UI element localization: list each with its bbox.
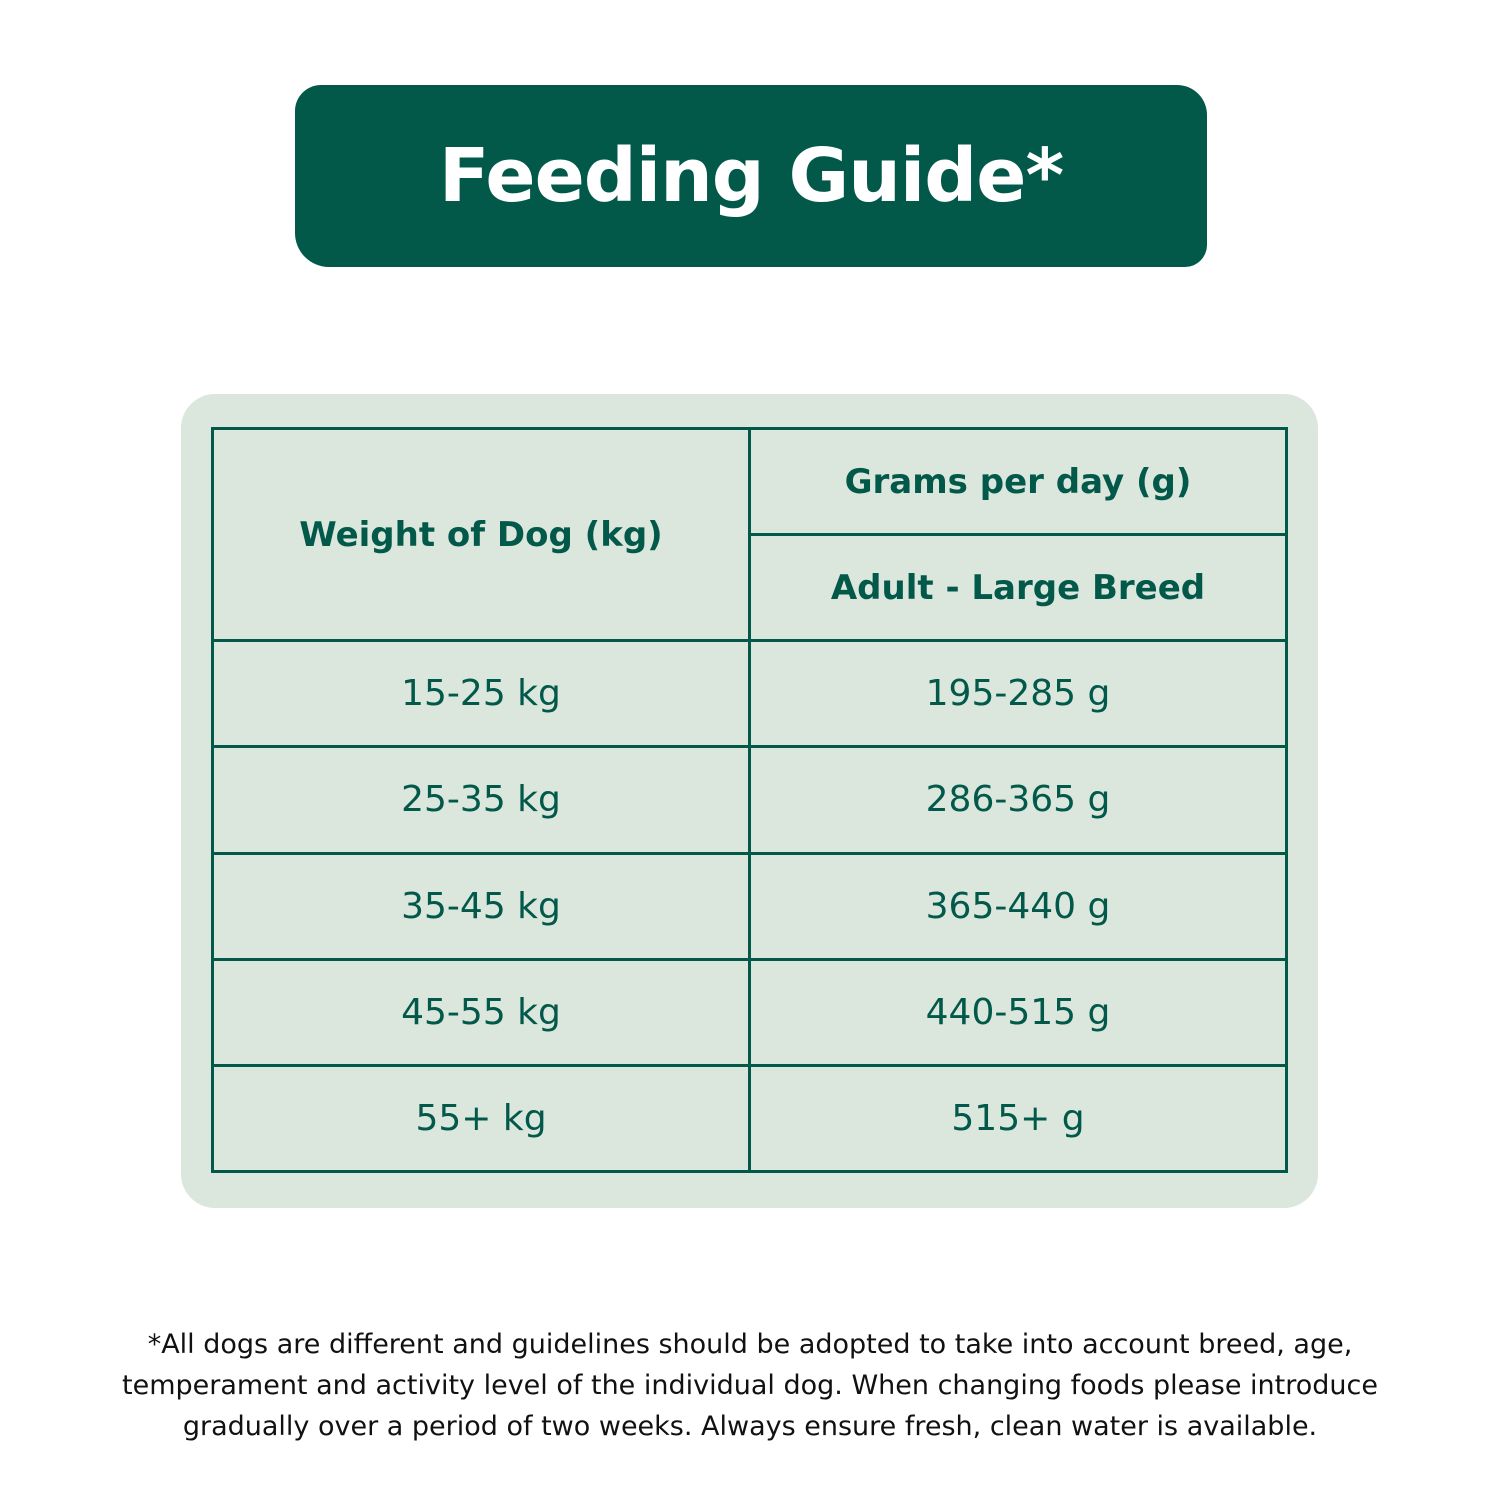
header-breed: Adult - Large Breed <box>748 533 1288 643</box>
weight-cell: 45-55 kg <box>211 957 751 1067</box>
table-row: 25-35 kg 286-365 g <box>211 745 1288 855</box>
weight-cell: 35-45 kg <box>211 851 751 961</box>
header-weight: Weight of Dog (kg) <box>211 426 751 643</box>
weight-cell: 25-35 kg <box>211 745 751 855</box>
grams-cell: 365-440 g <box>748 851 1288 961</box>
page-title: Feeding Guide* <box>438 133 1064 219</box>
header-grams: Grams per day (g) <box>748 426 1288 537</box>
table-header-row: Weight of Dog (kg) Grams per day (g) <box>211 426 1288 643</box>
grams-cell: 515+ g <box>748 1063 1288 1174</box>
weight-cell: 15-25 kg <box>211 639 751 749</box>
table-row: 35-45 kg 365-440 g <box>211 851 1288 961</box>
table-subheader-row: Adult - Large Breed <box>213 533 1288 643</box>
table-row: 45-55 kg 440-515 g <box>211 957 1288 1067</box>
title-banner: Feeding Guide* <box>295 85 1207 267</box>
grams-cell: 440-515 g <box>748 957 1288 1067</box>
grams-cell: 195-285 g <box>748 639 1288 749</box>
feeding-table: Weight of Dog (kg) Grams per day (g) Adu… <box>211 426 1288 1174</box>
footnote: *All dogs are different and guidelines s… <box>122 1329 1378 1442</box>
weight-cell: 55+ kg <box>211 1063 751 1174</box>
table-row: 55+ kg 515+ g <box>211 1063 1288 1174</box>
table-row: 15-25 kg 195-285 g <box>211 639 1288 749</box>
grams-cell: 286-365 g <box>748 745 1288 855</box>
